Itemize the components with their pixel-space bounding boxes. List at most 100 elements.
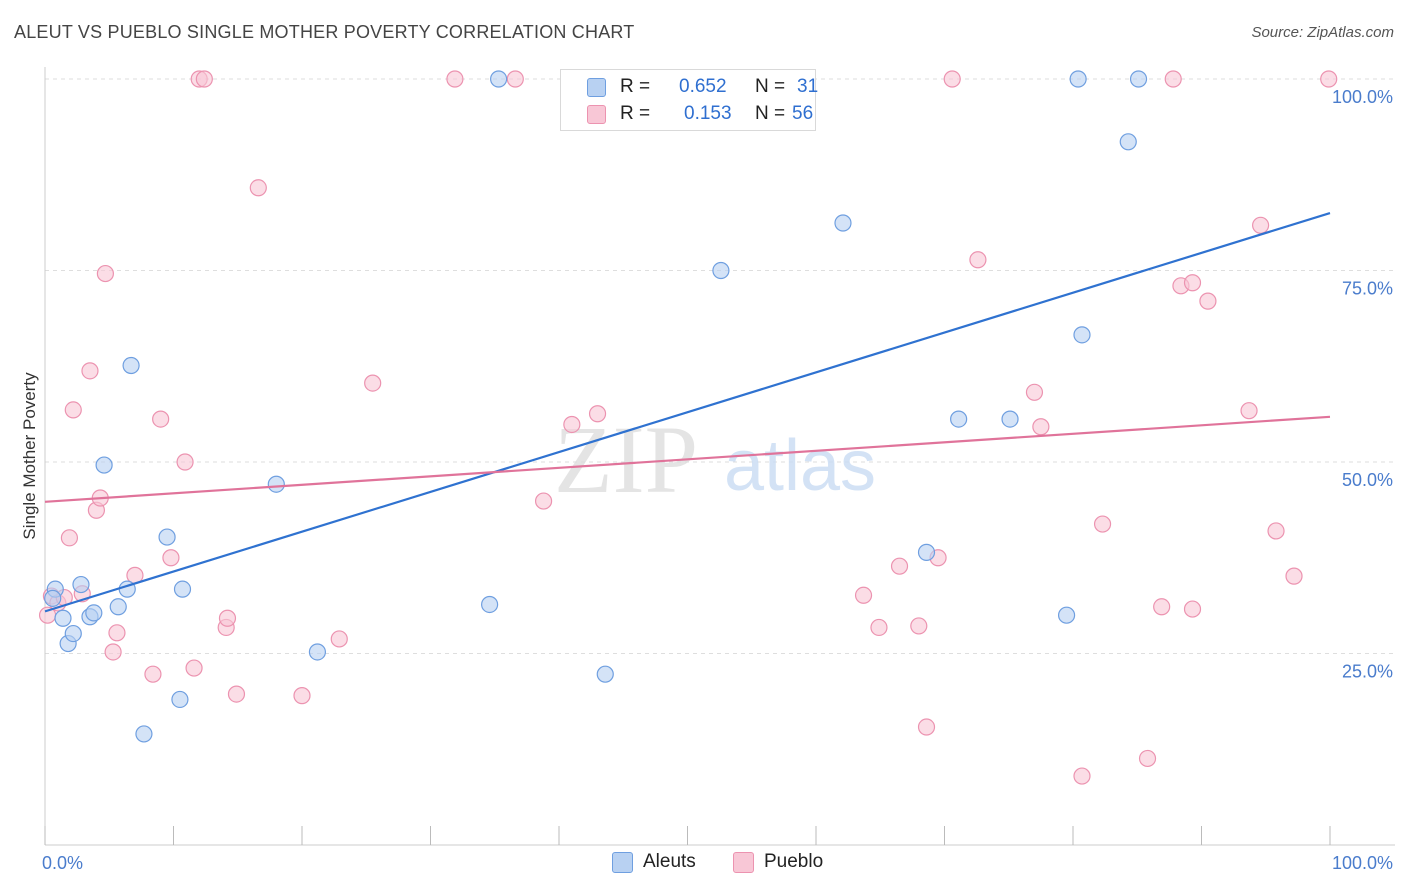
pueblo-point (293, 687, 311, 705)
pueblo-point (1267, 522, 1285, 540)
pueblo-point (1073, 767, 1091, 785)
gridlines (45, 78, 1395, 654)
pueblo-point (1153, 598, 1171, 616)
pueblo-point (1240, 402, 1258, 420)
aleuts-trend-line (44, 211, 1331, 613)
n-label: N = (755, 76, 786, 97)
pueblo-point (870, 618, 888, 637)
x-tick-label: 100.0% (1332, 853, 1393, 873)
source-credit: Source: ZipAtlas.com (1251, 24, 1394, 41)
y-tick-labels: 25.0% 50.0% 75.0% 100.0% (1332, 87, 1393, 682)
legend-item-aleuts[interactable]: Aleuts (612, 851, 696, 873)
pueblo-point (1183, 274, 1202, 292)
aleuts-point (72, 575, 90, 594)
r-label: R = (620, 76, 651, 97)
pueblo-point (227, 685, 246, 703)
y-tick-label: 25.0% (1342, 662, 1393, 682)
pueblo-point (1320, 70, 1338, 88)
pueblo-point (108, 624, 126, 642)
aleuts-point (171, 690, 189, 709)
y-tick-label: 50.0% (1342, 470, 1393, 490)
pueblo-point (104, 643, 122, 661)
pueblo-swatch (587, 104, 606, 124)
pueblo-point (1032, 418, 1050, 436)
pueblo-point (563, 415, 581, 434)
stats-legend: R = 0.652 N = 31 R = 0.153 N = 56 (560, 69, 819, 131)
pueblo-trend-line (44, 415, 1331, 503)
aleuts-point (1057, 606, 1076, 624)
aleuts-n-value: 31 (797, 76, 819, 97)
pueblo-r-value: 0.153 (684, 103, 732, 124)
pueblo-point (910, 617, 928, 635)
aleuts-point (1119, 133, 1137, 151)
aleuts-point (490, 70, 508, 88)
watermark-atlas: atlas (724, 426, 876, 506)
chart-title: ALEUT VS PUEBLO SINGLE MOTHER POVERTY CO… (14, 22, 635, 42)
aleuts-point (109, 598, 127, 616)
pueblo-legend-swatch (733, 851, 754, 873)
aleuts-point (308, 643, 327, 661)
pueblo-point (943, 70, 961, 88)
pueblo-point (534, 492, 553, 510)
aleuts-swatch (587, 77, 606, 97)
pueblo-n-value: 56 (792, 103, 814, 124)
aleuts-point (1129, 70, 1148, 88)
pueblo-point (60, 529, 79, 547)
aleuts-point (1069, 70, 1087, 88)
aleuts-r-value: 0.652 (679, 76, 727, 97)
trend-lines (44, 211, 1331, 613)
pueblo-point (81, 362, 99, 380)
pueblo-point (1285, 567, 1303, 585)
axes (44, 67, 1395, 846)
pueblo-point (1252, 216, 1270, 234)
pueblo-point (1093, 515, 1112, 533)
aleuts-point (64, 624, 82, 643)
aleuts-point (1073, 326, 1091, 344)
aleuts-point (54, 609, 72, 627)
pueblo-point (917, 718, 936, 736)
x-tick-label: 0.0% (42, 853, 83, 873)
aleuts-point (481, 595, 499, 614)
pueblo-point (218, 609, 237, 627)
legend-item-pueblo[interactable]: Pueblo (733, 851, 823, 873)
pueblo-point (588, 405, 607, 423)
aleuts-point (834, 214, 852, 232)
pueblo-point (64, 401, 82, 419)
aleuts-legend-swatch (612, 851, 633, 873)
pueblo-point (152, 410, 170, 428)
pueblo-point (969, 251, 987, 269)
r-label: R = (620, 103, 651, 124)
pueblo-point (1199, 292, 1217, 310)
y-tick-label: 100.0% (1332, 87, 1393, 107)
y-axis-label: Single Mother Poverty (20, 372, 39, 540)
aleuts-point (596, 665, 614, 683)
aleuts-point (135, 725, 153, 743)
pueblo-point (890, 557, 909, 575)
aleuts-legend-label: Aleuts (643, 851, 696, 872)
pueblo-point (144, 665, 162, 683)
pueblo-point (1164, 70, 1182, 88)
aleuts-points (44, 70, 1148, 743)
pueblo-point (162, 549, 180, 567)
pueblo-point (1183, 600, 1202, 618)
pueblo-point (176, 453, 194, 471)
pueblo-point (249, 179, 267, 197)
x-tick-labels: 0.0% 100.0% (42, 853, 1393, 873)
aleuts-point (950, 410, 968, 428)
aleuts-point (44, 589, 62, 607)
aleuts-point (917, 543, 936, 561)
aleuts-point (95, 456, 113, 474)
y-tick-label: 75.0% (1342, 279, 1393, 299)
pueblo-point (1138, 749, 1157, 768)
pueblo-point (195, 70, 213, 88)
aleuts-point (122, 356, 140, 375)
pueblo-point (1025, 383, 1044, 401)
aleuts-point (85, 604, 103, 622)
aleuts-point (173, 580, 192, 598)
pueblo-point (96, 264, 114, 283)
aleuts-point (712, 261, 730, 280)
pueblo-point (364, 374, 382, 392)
aleuts-point (267, 475, 285, 493)
n-label: N = (755, 103, 786, 124)
